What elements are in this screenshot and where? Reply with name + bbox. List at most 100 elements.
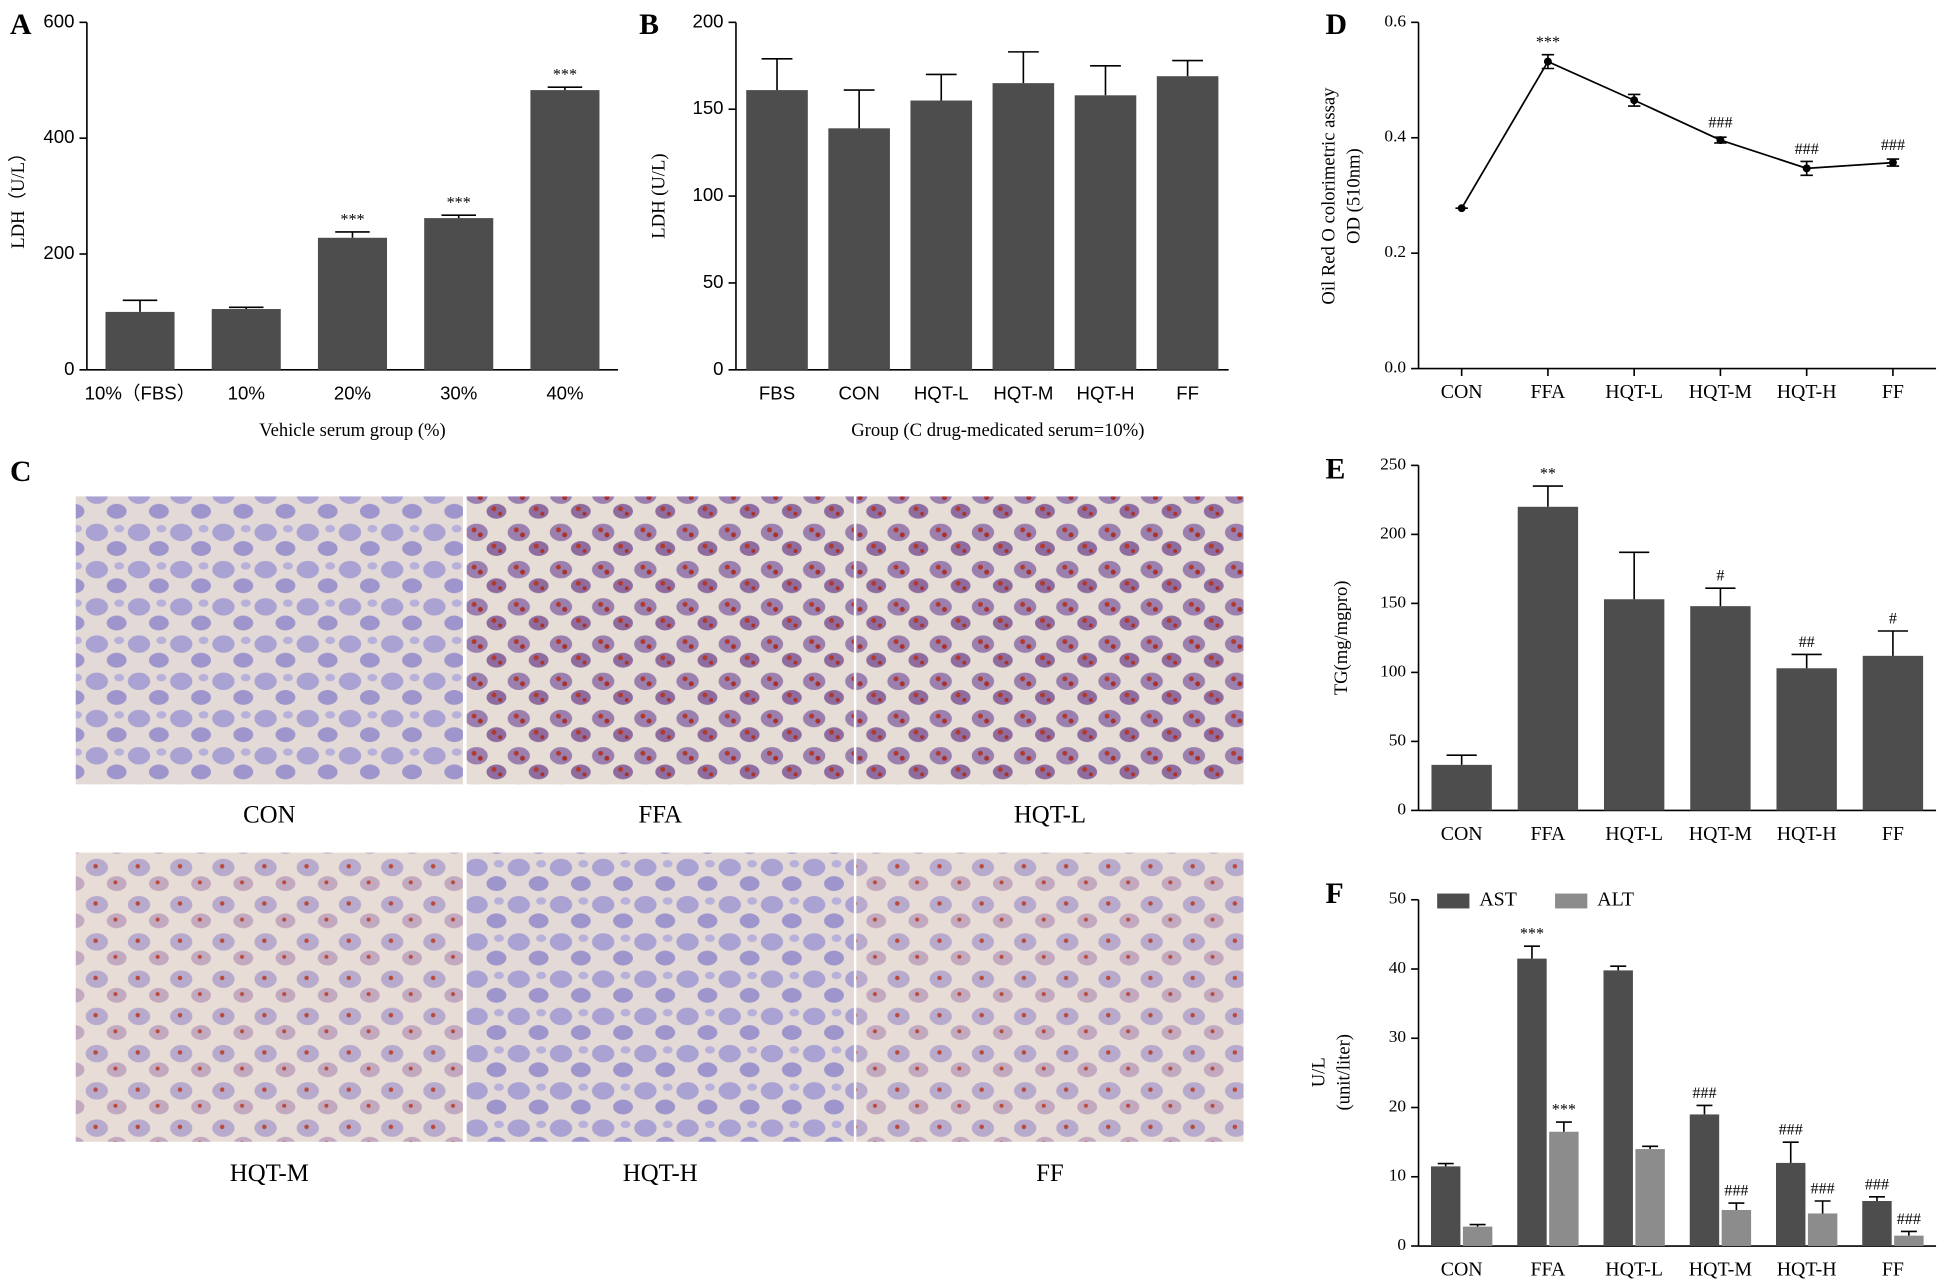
significance: ###	[1881, 137, 1905, 154]
y-axis-label: U/L	[1309, 1057, 1330, 1087]
point	[1888, 158, 1897, 167]
micrograph-label: FFA	[638, 801, 682, 828]
error-bar	[1172, 59, 1203, 77]
error-bar	[1532, 485, 1564, 507]
y-tick-label: 50	[1389, 730, 1407, 749]
error-bar	[441, 214, 476, 219]
x-tick-label: FF	[1882, 1258, 1904, 1280]
panel-letter: E	[1325, 452, 1345, 485]
x-tick-label: HQT-M	[1689, 1258, 1753, 1280]
x-tick-label: HQT-M	[1689, 823, 1753, 845]
point	[1457, 204, 1466, 213]
bar	[105, 311, 175, 370]
error-bar	[1728, 1202, 1745, 1210]
micrograph	[75, 496, 463, 785]
x-tick-label: FF	[1882, 823, 1904, 845]
bar	[1517, 506, 1579, 811]
bar	[1074, 95, 1137, 370]
y-tick-label: 150	[1380, 592, 1406, 611]
error-bar	[335, 231, 370, 238]
error-bar	[761, 58, 793, 91]
bar	[530, 90, 600, 370]
bar	[1603, 599, 1665, 811]
panel-letter: B	[639, 8, 659, 41]
significance: ###	[1724, 1183, 1748, 1200]
bar	[211, 309, 281, 370]
y-axis-label: Oil Red O colorimetric assay	[1319, 87, 1340, 305]
bar	[1775, 1162, 1806, 1247]
bar	[1549, 1131, 1579, 1247]
x-tick-label: 20%	[334, 383, 371, 404]
error-bar	[1610, 965, 1627, 971]
bar	[1517, 958, 1547, 1247]
bar	[1689, 1114, 1720, 1247]
error-bar	[1782, 1141, 1799, 1163]
y-tick-label: 0	[713, 358, 723, 379]
error-bar	[1523, 945, 1540, 959]
y-tick-label: 50	[1389, 889, 1407, 908]
significance: #	[1716, 568, 1724, 585]
x-tick-label: 30%	[440, 383, 477, 404]
y-tick-label: 200	[1380, 523, 1406, 542]
point	[1802, 164, 1811, 173]
micrograph-label: CON	[243, 801, 295, 828]
bar	[1862, 1200, 1892, 1247]
error-bar	[925, 73, 957, 101]
bar	[1462, 1226, 1493, 1247]
legend-label: ALT	[1597, 889, 1634, 911]
y-axis-label: LDH（U/L）	[8, 143, 29, 248]
significance: ***	[340, 212, 364, 229]
panel-letter: F	[1325, 877, 1343, 910]
y-tick-label: 0.2	[1384, 242, 1406, 261]
error-bar	[1642, 1145, 1659, 1150]
y-tick-label: 200	[43, 242, 74, 263]
x-tick-label: CON	[1441, 823, 1483, 845]
error-bar	[1437, 1162, 1454, 1167]
x-tick-label: 10%	[228, 383, 265, 404]
bar	[1430, 1166, 1461, 1247]
x-tick-label: CON	[1441, 381, 1483, 403]
error-bar	[122, 299, 158, 312]
significance: #	[1889, 611, 1897, 628]
significance: ###	[1692, 1085, 1716, 1102]
panel-letter: D	[1325, 8, 1347, 41]
error-bar	[1619, 551, 1650, 600]
significance: ##	[1799, 634, 1815, 651]
micrograph	[856, 496, 1244, 785]
x-tick-label: HQT-H	[1077, 383, 1135, 404]
bar	[317, 237, 388, 370]
x-tick-label: HQT-L	[914, 383, 969, 404]
micrograph	[75, 852, 463, 1142]
y-axis-label: TG(mg/mgpro)	[1331, 581, 1352, 696]
x-axis-label: Group (C drug-medicated serum=10%)	[851, 420, 1144, 441]
y-tick-label: 400	[43, 126, 74, 147]
micrograph-label: FF	[1036, 1160, 1064, 1187]
y-tick-label: 0	[64, 358, 74, 379]
x-tick-label: HQT-H	[1777, 1258, 1837, 1280]
y-tick-label: 200	[692, 10, 723, 31]
y-tick-label: 0.4	[1384, 127, 1406, 146]
bar	[910, 100, 973, 370]
significance: ###	[1779, 1122, 1803, 1139]
line	[1460, 60, 1893, 209]
x-tick-label: HQT-H	[1777, 381, 1837, 403]
y-tick-label: 0	[1397, 1235, 1406, 1254]
micrograph	[466, 852, 854, 1142]
legend-swatch	[1555, 893, 1588, 909]
x-tick-label: FBS	[759, 383, 795, 404]
x-axis-label: Vehicle serum group (%)	[259, 420, 446, 441]
x-tick-label: CON	[838, 383, 879, 404]
y-tick-label: 150	[692, 97, 723, 118]
micrograph-label: HQT-L	[1014, 801, 1086, 828]
bar	[992, 83, 1055, 370]
significance: ***	[1536, 34, 1560, 51]
significance: ###	[1708, 115, 1732, 132]
error-bar	[1900, 1230, 1917, 1236]
y-tick-label: 250	[1380, 454, 1406, 473]
error-bar	[1814, 1200, 1831, 1214]
bar	[1431, 764, 1492, 811]
significance: **	[1540, 466, 1556, 483]
error-bar	[1696, 1104, 1713, 1115]
y-tick-label: 50	[703, 271, 724, 292]
